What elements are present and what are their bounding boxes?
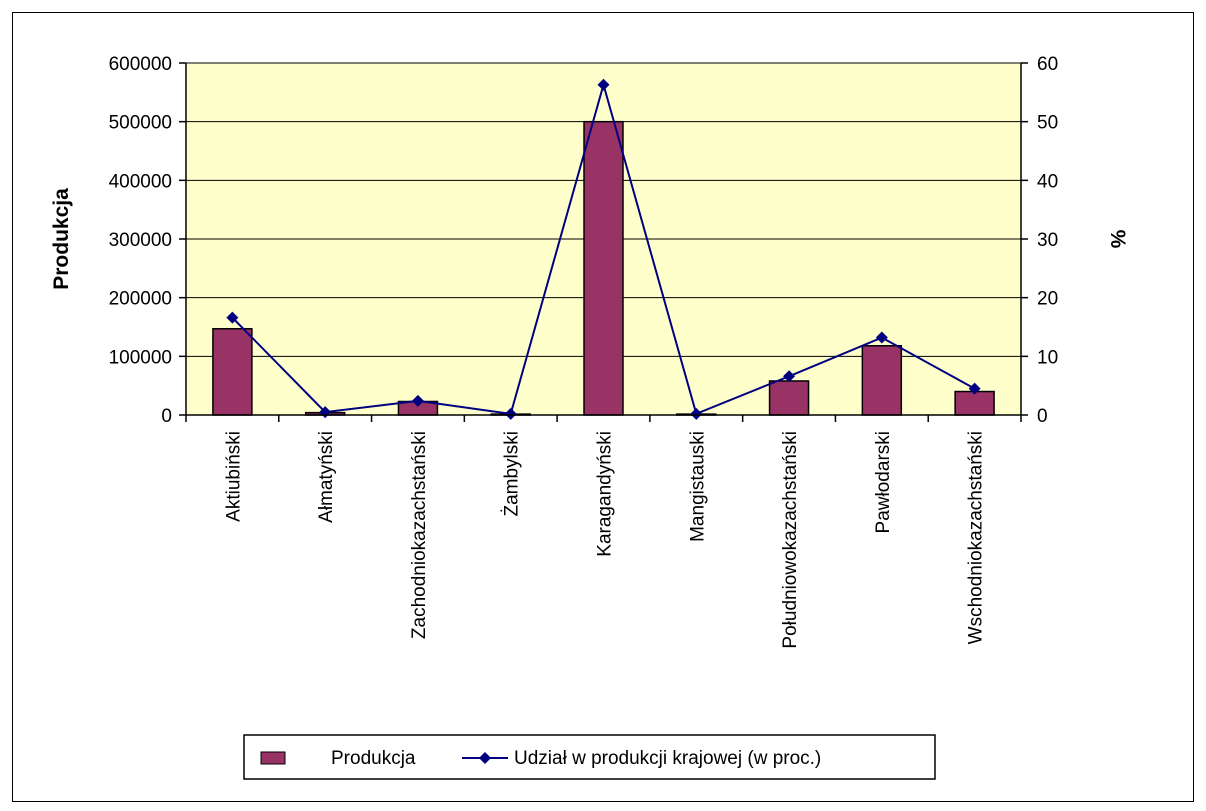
left-tick-label: 200000 [109,289,172,310]
left-tick-label: 600000 [109,54,172,75]
share-marker-9 [968,382,981,395]
share-marker-6 [690,407,703,420]
bar-8 [861,345,903,416]
category-label-9: Wschodniokazachstański [966,431,987,644]
y2-axis-title: % [1106,230,1129,249]
combo-chart: 0 0 100000 10 200000 20 300000 30 400000 40 500000… [50,54,1129,780]
right-tick-label: 10 [1037,347,1058,368]
left-tick-label: 0 [161,406,172,427]
category-label-5: Karagandyński [595,431,616,557]
share-marker-8 [875,331,888,344]
category-label-4: Żambylski [502,431,523,517]
right-tick-label: 60 [1037,54,1058,75]
left-tick-label: 300000 [109,230,172,251]
right-tick-label: 30 [1037,230,1058,251]
bar-5 [583,120,624,416]
legend-swatch-bar [260,751,286,765]
bar-1 [212,328,253,416]
legend [243,734,936,780]
left-tick-label: 100000 [109,347,172,368]
legend-swatch-marker [479,752,491,764]
category-label-7: Południowokazachstański [780,431,801,649]
left-tick-label: 400000 [109,171,172,192]
left-tick-label: 500000 [109,113,172,134]
right-tick-label: 0 [1037,406,1048,427]
legend-label-line: Udział w produkcji krajowej (w proc.) [514,748,821,769]
share-marker-4 [504,407,517,420]
right-tick-label: 50 [1037,113,1058,134]
share-marker-5 [597,78,610,91]
category-label-8: Pawłodarski [873,431,894,533]
chart-frame: 0 0 100000 10 200000 20 300000 30 400000 40 500000… [12,12,1194,802]
category-label-2: Ałmatyński [316,431,337,523]
category-label-3: Zachodniokazachstański [409,431,430,639]
bar-9 [954,390,995,416]
bar-7 [768,380,810,416]
share-marker-7 [783,370,796,383]
share-marker-1 [226,311,239,324]
category-label-1: Aktiubiński [223,431,244,522]
y-axis-title: Produkcja [50,188,73,290]
category-label-6: Mangistauski [687,431,708,542]
legend-label-bar: Produkcja [331,748,416,769]
right-tick-label: 20 [1037,289,1058,310]
right-tick-label: 40 [1037,171,1058,192]
share-marker-3 [411,394,424,407]
